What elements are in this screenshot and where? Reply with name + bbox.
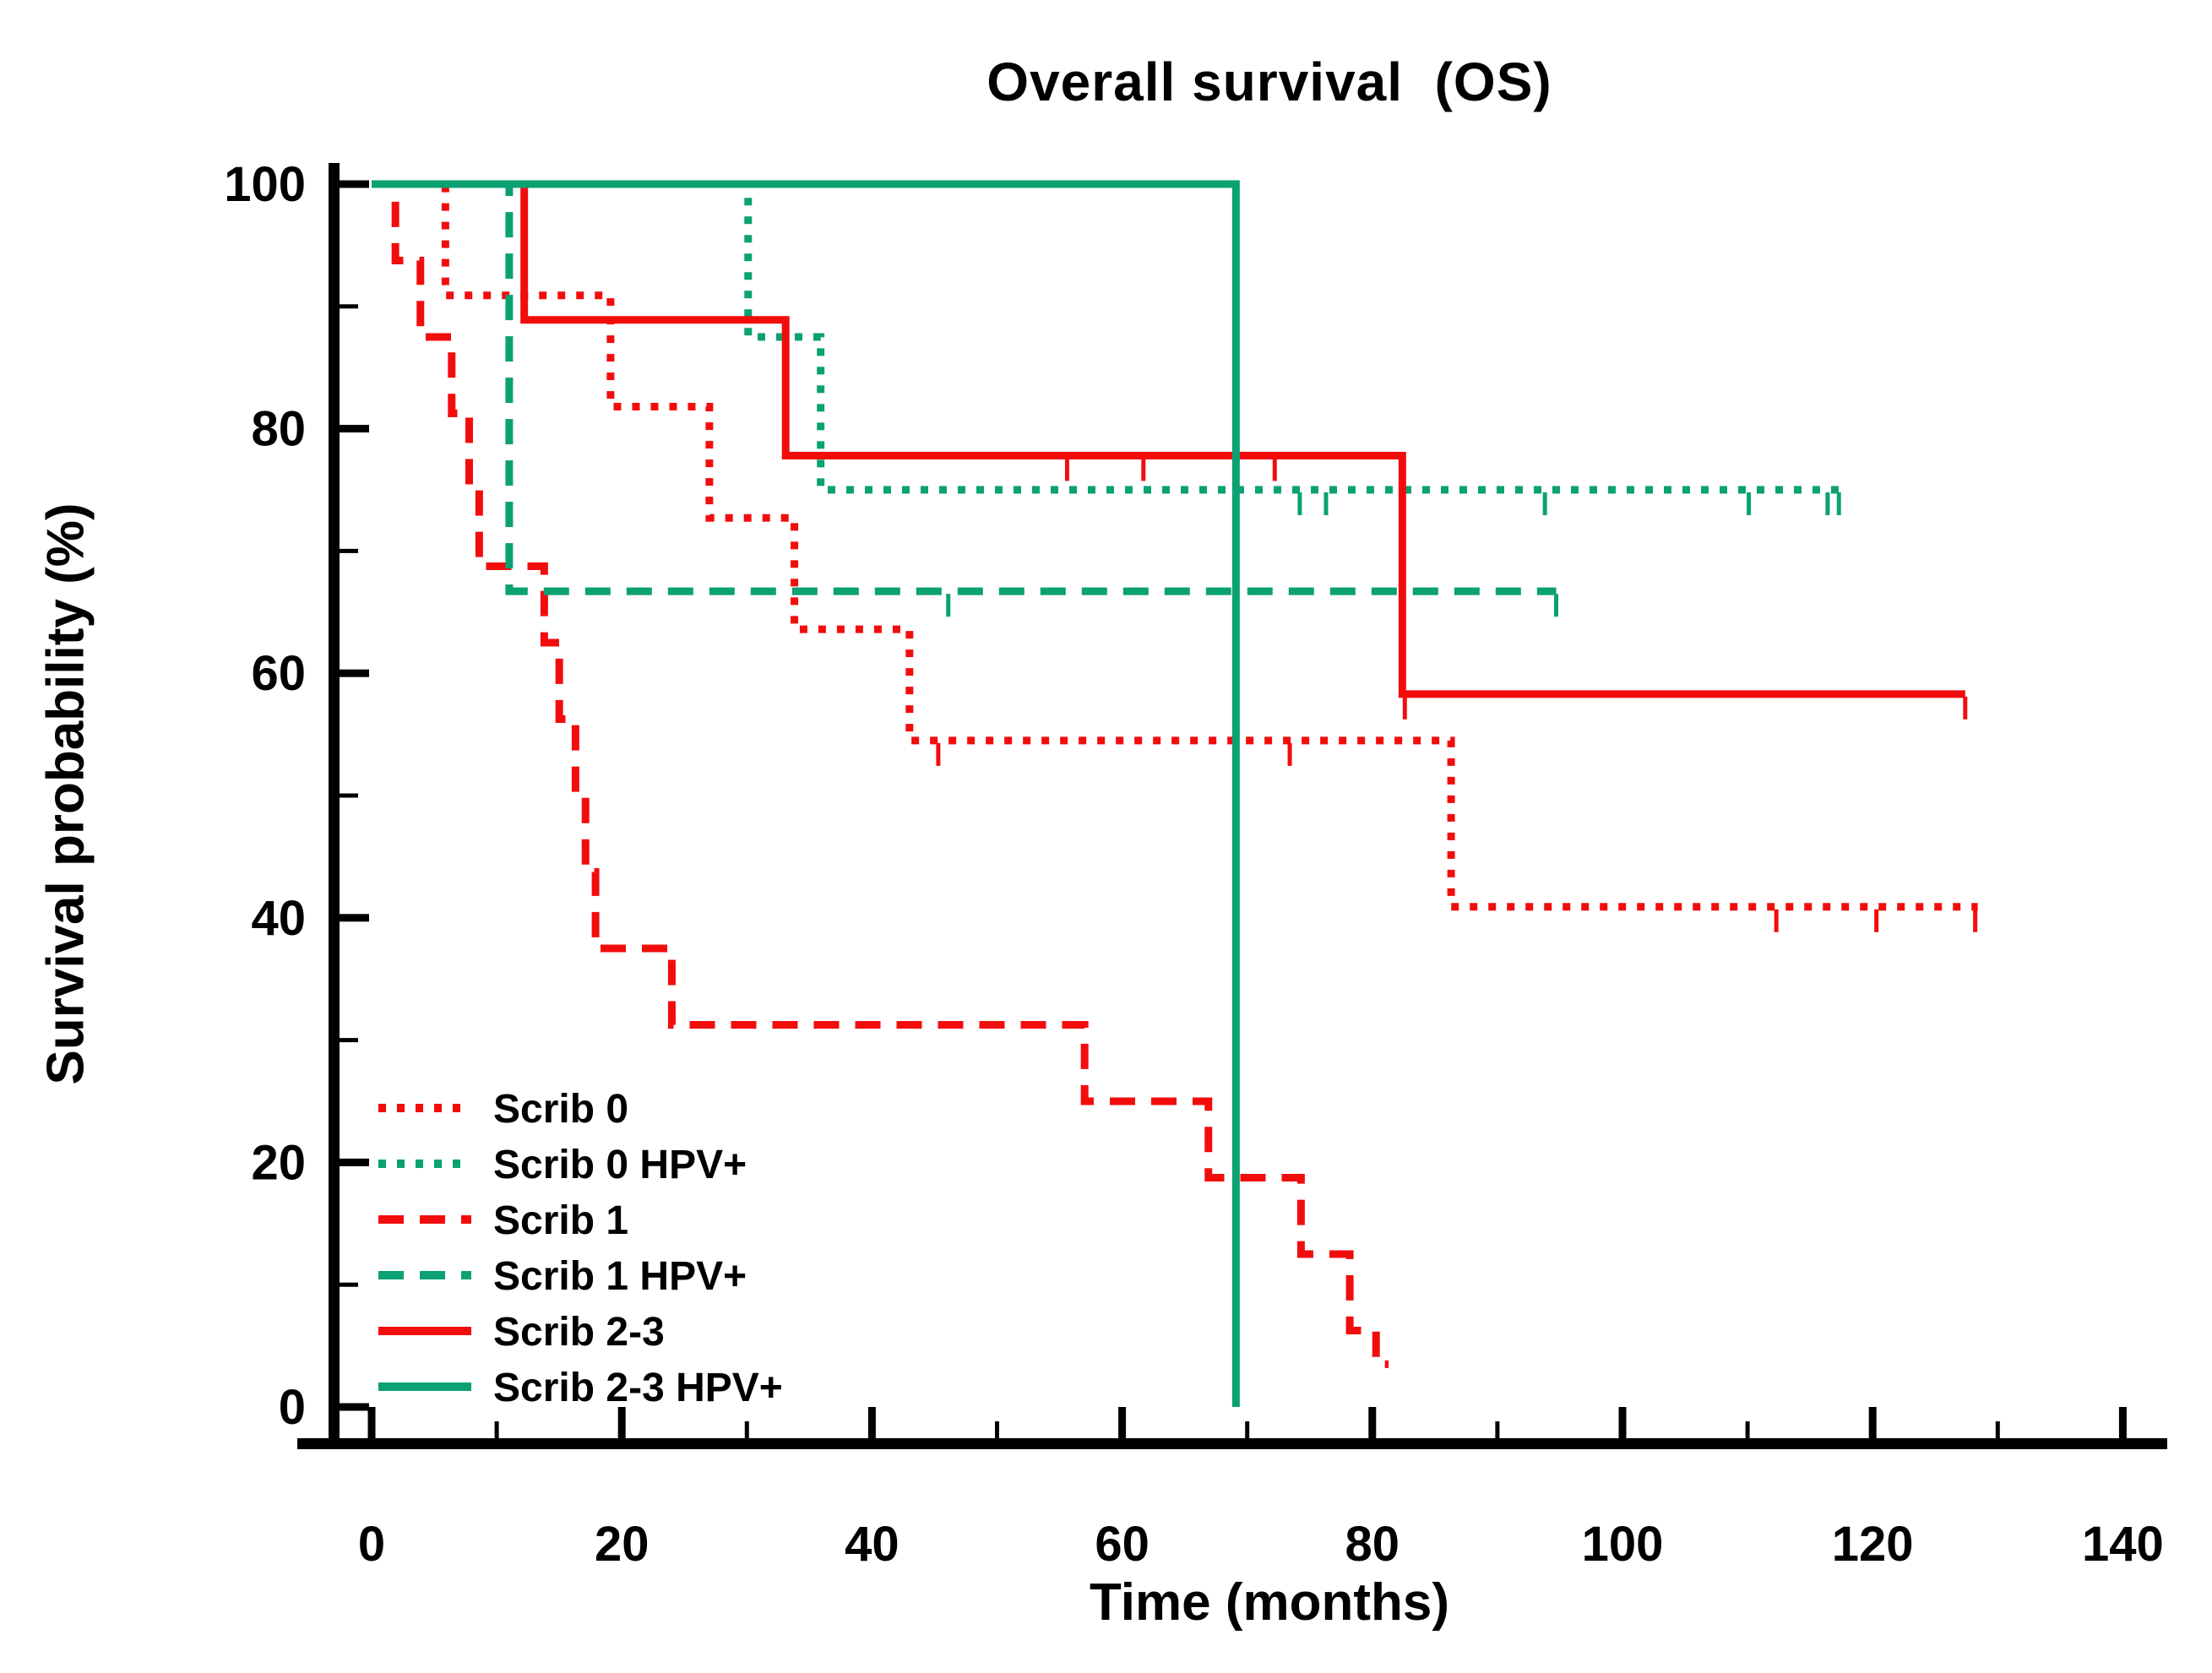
legend-item-scrib-2-3-hpv-: Scrib 2-3 HPV+ [378,1366,783,1410]
y-major-tick [339,914,369,922]
legend-item-scrib-0-hpv-: Scrib 0 HPV+ [378,1143,747,1187]
x-minor-tick [1745,1421,1750,1438]
x-minor-tick [1995,1421,2000,1438]
legend-item-scrib-2-3: Scrib 2-3 [378,1310,665,1355]
censor-tick-scrib-2-3 [1272,458,1277,481]
series-scrib-0-hpv- [372,180,1841,515]
x-tick-label: 40 [845,1517,899,1572]
x-major-tick [367,1407,376,1438]
series-scrib-0 [372,180,1978,932]
legend-label-scrib-0: Scrib 0 [493,1087,628,1132]
y-tick-label: 100 [224,157,306,212]
x-major-tick [1368,1407,1377,1438]
x-tick-label: 20 [595,1517,649,1572]
y-minor-tick [339,793,358,798]
x-minor-tick [1495,1421,1500,1438]
censor-tick-scrib-0-hpv- [1825,492,1830,515]
x-axis-spine [297,1438,2167,1449]
legend-item-scrib-1-hpv-: Scrib 1 HPV+ [378,1254,747,1299]
series-scrib-2-3 [372,180,1968,720]
y-tick-label: 0 [279,1380,306,1435]
legend-label-scrib-1: Scrib 1 [493,1198,628,1243]
x-minor-tick [1245,1421,1250,1438]
censor-tick-scrib-1-hpv- [1554,594,1559,617]
x-axis-title: Time (months) [1090,1573,1449,1632]
censor-tick-scrib-0-hpv- [1297,492,1302,515]
y-tick-label: 80 [251,402,306,457]
censor-tick-scrib-0-hpv- [1747,492,1752,515]
y-major-tick [339,425,369,433]
x-tick-label: 80 [1345,1517,1400,1572]
censor-tick-scrib-2-3 [1402,696,1407,720]
y-axis-spine [329,163,340,1449]
censor-tick-scrib-2-3 [1963,696,1968,720]
series-scrib-1 [372,180,1389,1368]
series-line-scrib-0 [372,180,1978,911]
series-line-scrib-2-3 [372,180,1965,698]
censor-tick-scrib-2-3 [1141,458,1146,481]
x-major-tick [1868,1407,1877,1438]
censor-tick-scrib-2-3 [1064,458,1069,481]
series-scrib-1-hpv- [372,180,1559,617]
y-minor-tick [339,1038,358,1043]
censor-tick-scrib-1-hpv- [946,594,951,617]
series-line-scrib-0-hpv- [372,180,1840,494]
censor-tick-scrib-0 [1287,742,1292,766]
chart-title: Overall survival (OS) [986,52,1552,112]
x-tick-label: 120 [1832,1517,1914,1572]
x-tick-label: 60 [1095,1517,1149,1572]
x-major-tick [1118,1407,1127,1438]
y-minor-tick [339,1282,358,1287]
censor-tick-scrib-0-hpv- [1836,492,1841,515]
censor-tick-scrib-0-hpv- [1542,492,1547,515]
y-minor-tick [339,548,358,553]
x-minor-tick [494,1421,499,1438]
legend-label-scrib-0-hpv-: Scrib 0 HPV+ [493,1143,747,1187]
censor-tick-scrib-0 [1973,909,1978,932]
y-major-tick [339,1158,369,1166]
x-tick-label: 100 [1582,1517,1664,1572]
legend-item-scrib-0: Scrib 0 [378,1087,628,1132]
y-major-tick [339,180,369,188]
y-tick-label: 20 [251,1135,306,1190]
series-line-scrib-1-hpv- [372,180,1557,595]
series-scrib-2-3-hpv- [372,180,1240,1407]
y-tick-label: 60 [251,646,306,701]
x-tick-label: 140 [2082,1517,2164,1572]
x-major-tick [1618,1407,1627,1438]
series-line-scrib-1 [372,180,1389,1368]
y-minor-tick [339,304,358,309]
series-line-scrib-2-3-hpv- [372,180,1240,1407]
censor-tick-scrib-0-hpv- [1323,492,1329,515]
y-major-tick [339,1403,369,1411]
censor-tick-scrib-0 [1774,909,1779,932]
y-tick-label: 40 [251,891,306,946]
legend-item-scrib-1: Scrib 1 [378,1198,628,1243]
censor-tick-scrib-0 [936,742,941,766]
x-major-tick [2118,1407,2127,1438]
x-minor-tick [744,1421,749,1438]
x-tick-label: 0 [358,1517,385,1572]
y-major-tick [339,669,369,677]
x-major-tick [867,1407,876,1438]
legend-label-scrib-2-3-hpv-: Scrib 2-3 HPV+ [493,1366,783,1410]
censor-tick-scrib-0 [1874,909,1879,932]
legend: Scrib 0 Scrib 0 HPV+ Scrib 1 Scrib 1 HPV+ Sc… [378,1087,783,1410]
legend-label-scrib-1-hpv-: Scrib 1 HPV+ [493,1254,747,1299]
legend-label-scrib-2-3: Scrib 2-3 [493,1310,665,1355]
x-minor-tick [995,1421,999,1438]
x-major-tick [617,1407,626,1438]
